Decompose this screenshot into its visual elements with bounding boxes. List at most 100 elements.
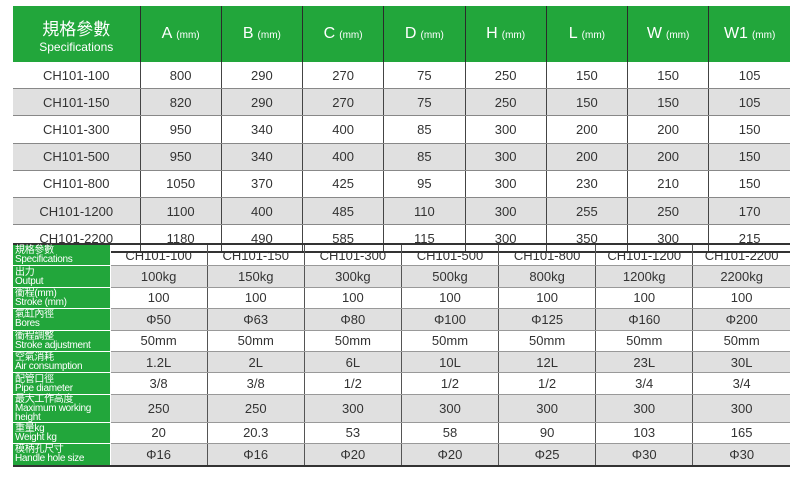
spec-cell: 2L — [207, 351, 305, 374]
spec-cell: Φ100 — [401, 308, 500, 331]
table-cell: 150 — [708, 115, 790, 144]
table-cell: 170 — [708, 197, 790, 226]
column-letter: B — [242, 25, 254, 42]
table-cell: 110 — [383, 197, 466, 226]
model-cell: CH101-800 — [13, 170, 141, 198]
spec-label: 衝程調整 Stroke adjustment — [13, 330, 111, 352]
spec-row: 規格參數 Specifications CH101-100 CH101-150 CH10… — [13, 244, 790, 267]
table-cell: 200 — [627, 143, 710, 171]
spec-label-en: Pipe diameter — [15, 382, 73, 394]
spec-cell: 50mm — [401, 330, 500, 352]
spec-cell: 100 — [692, 287, 790, 310]
spec-label-zh: 規格參數 — [15, 245, 54, 257]
column-letter: W1 — [723, 25, 748, 42]
table-cell: 820 — [140, 88, 222, 117]
spec-label-en: Handle hole size — [15, 453, 85, 465]
table-cell: 300 — [465, 197, 547, 226]
spec-label-en: Air consumption — [15, 361, 83, 373]
spec-cell: 3/4 — [692, 372, 790, 395]
spec-cell: 1/2 — [498, 372, 597, 395]
spec-cell: CH101-150 — [207, 244, 305, 267]
table-cell: 105 — [708, 62, 790, 90]
spec-cell: 6L — [304, 351, 402, 374]
spec-cell: CH101-500 — [401, 244, 500, 267]
table-cell: 200 — [546, 143, 629, 171]
table-cell: 85 — [383, 143, 466, 171]
table-cell: 400 — [221, 197, 304, 226]
model-cell: CH101-300 — [13, 115, 141, 144]
spec-label-en: Specifications — [15, 254, 73, 266]
table-cell: 150 — [546, 88, 629, 117]
column-letter: H — [486, 25, 498, 42]
table-row: CH101-300 950 340 400 85 300 200 200 150 — [13, 115, 790, 144]
spec-cell: 100 — [401, 287, 500, 310]
column-header-c: C (mm) — [302, 6, 385, 62]
spec-row: 衝程調整 Stroke adjustment 50mm 50mm 50mm 50mm 50m… — [13, 330, 790, 352]
spec-label-en: Weight kg — [15, 431, 57, 443]
spec-label-en: Stroke (mm) — [15, 296, 67, 308]
spec-cell: Φ20 — [401, 443, 500, 467]
spec-cell: Φ30 — [692, 443, 790, 467]
spec-label-zh: 空氣消耗 — [15, 352, 54, 364]
model-cell: CH101-1200 — [13, 197, 141, 226]
column-unit: (mm) — [581, 30, 605, 41]
spec-row: 出力 Output 100kg 150kg 300kg 500kg 800kg 1200kg 2… — [13, 265, 790, 288]
spec-cell: 23L — [595, 351, 694, 374]
spec-cell: 100 — [207, 287, 305, 310]
spec-cell: 10L — [401, 351, 500, 374]
column-header-h: H (mm) — [465, 6, 547, 62]
spec-cell: Φ63 — [207, 308, 305, 331]
spec-cell: 300 — [692, 394, 790, 423]
table-cell: 370 — [221, 170, 304, 198]
spec-label: 最大工作高度 Maximum working height — [13, 394, 111, 423]
spec-cell: 3/8 — [207, 372, 305, 395]
spec-label-zh: 模柄孔尺寸 — [15, 444, 64, 456]
spec-cell: 20.3 — [207, 422, 305, 445]
table-cell: 290 — [221, 62, 304, 90]
column-unit: (mm) — [666, 30, 690, 41]
spec-cell: Φ50 — [110, 308, 208, 331]
spec-cell: 150kg — [207, 265, 305, 288]
table-cell: 290 — [221, 88, 304, 117]
spec-label-en: Bores — [15, 318, 40, 330]
column-unit: (mm) — [751, 30, 776, 41]
table-row: CH101-150 820 290 270 75 250 150 150 105 — [13, 88, 790, 117]
column-header-w1: W1 (mm) — [708, 6, 790, 62]
spec-cell: CH101-800 — [498, 244, 597, 267]
column-unit: (mm) — [176, 30, 200, 41]
spec-cell: 1.2L — [110, 351, 208, 374]
table-cell: 75 — [383, 88, 466, 117]
spec-cell: 50mm — [110, 330, 208, 352]
table-cell: 230 — [546, 170, 629, 198]
spec-label: 衝程(mm) Stroke (mm) — [13, 287, 111, 310]
column-header-a: A (mm) — [140, 6, 222, 62]
spec-cell: 100kg — [110, 265, 208, 288]
spec-row: 配管口徑 Pipe diameter 3/8 3/8 1/2 1/2 1/2 3/4 3/4 — [13, 372, 790, 395]
spec-header: 規格參數 Specifications — [13, 6, 141, 62]
spec-cell: 12L — [498, 351, 597, 374]
spec-cell: 100 — [595, 287, 694, 310]
spec-label-en: Maximum working height — [15, 402, 92, 423]
table-row: CH101-800 1050 370 425 95 300 230 210 150 — [13, 170, 790, 198]
table-cell: 150 — [708, 170, 790, 198]
dimensions-header-row: 規格參數 Specifications A (mm) B (mm) C (mm) D (mm) H… — [13, 6, 790, 62]
table-cell: 400 — [302, 115, 385, 144]
spec-label: 重量kg Weight kg — [13, 422, 111, 445]
spec-label-en: Stroke adjustment — [15, 339, 91, 351]
spec-cell: 50mm — [207, 330, 305, 352]
spec-cell: 300 — [498, 394, 597, 423]
column-header-b: B (mm) — [221, 6, 304, 62]
table-cell: 150 — [546, 62, 629, 90]
spec-cell: 300 — [595, 394, 694, 423]
table-cell: 1050 — [140, 170, 222, 198]
spec-label-zh: 出力 — [15, 266, 35, 278]
spec-cell: 50mm — [304, 330, 402, 352]
spec-header-zh: 規格參數 — [42, 19, 111, 39]
table-cell: 425 — [302, 170, 385, 198]
spec-cell: 103 — [595, 422, 694, 445]
column-unit: (mm) — [257, 30, 281, 41]
spec-cell: 30L — [692, 351, 790, 374]
table-cell: 150 — [627, 62, 710, 90]
table-cell: 85 — [383, 115, 466, 144]
table-cell: 950 — [140, 115, 222, 144]
